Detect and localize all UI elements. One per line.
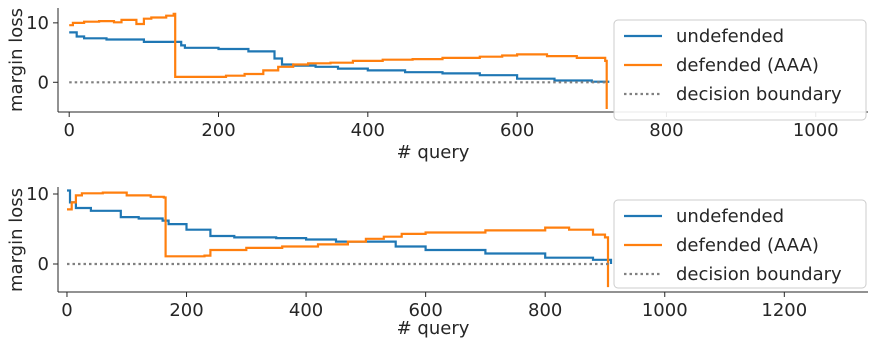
series-line-undefended	[69, 31, 610, 83]
x-tick-label: 200	[169, 300, 203, 321]
x-tick-label: 0	[61, 300, 72, 321]
y-axis-label: margin loss	[6, 8, 27, 112]
series-line-defended-aaa	[67, 191, 610, 288]
legend-label: defended (AAA)	[676, 235, 819, 256]
legend-label: undefended	[676, 206, 784, 227]
legend-label: decision boundary	[676, 84, 842, 105]
x-tick-label: 1200	[761, 300, 807, 321]
y-axis-label: margin loss	[6, 188, 27, 292]
x-tick-label: 1000	[642, 300, 688, 321]
y-tick-label: 0	[38, 72, 49, 93]
y-tick-label: 0	[38, 254, 49, 275]
series-line-defended-aaa	[69, 12, 608, 109]
legend-box	[613, 199, 867, 289]
legend: undefended defended (AAA) decision boundar…	[613, 19, 867, 121]
y-tick-label: 10	[26, 13, 49, 34]
x-tick-label: 1000	[793, 120, 839, 141]
x-axis-label: # query	[397, 142, 470, 163]
series-line-undefended	[67, 189, 613, 264]
legend: undefended defended (AAA) decision boundar…	[613, 199, 867, 289]
legend-box	[613, 19, 867, 121]
x-tick-label: 0	[63, 120, 74, 141]
bottom-subplot: 0 200 400 600 800 1000 1200 0 10 # query margin lo…	[6, 184, 868, 339]
legend-label: undefended	[676, 26, 784, 47]
legend-label: defended (AAA)	[676, 55, 819, 76]
x-tick-label: 600	[408, 300, 442, 321]
x-tick-label: 800	[528, 300, 562, 321]
x-tick-label: 200	[201, 120, 235, 141]
x-tick-label: 600	[500, 120, 534, 141]
legend-label: decision boundary	[676, 264, 842, 285]
x-tick-label: 400	[351, 120, 385, 141]
y-tick-label: 10	[26, 184, 49, 205]
x-tick-label: 400	[289, 300, 323, 321]
top-subplot: 0 200 400 600 800 1000 0 10 # query margin loss un…	[6, 8, 868, 163]
x-axis-label: # query	[397, 318, 470, 339]
x-tick-label: 800	[649, 120, 683, 141]
